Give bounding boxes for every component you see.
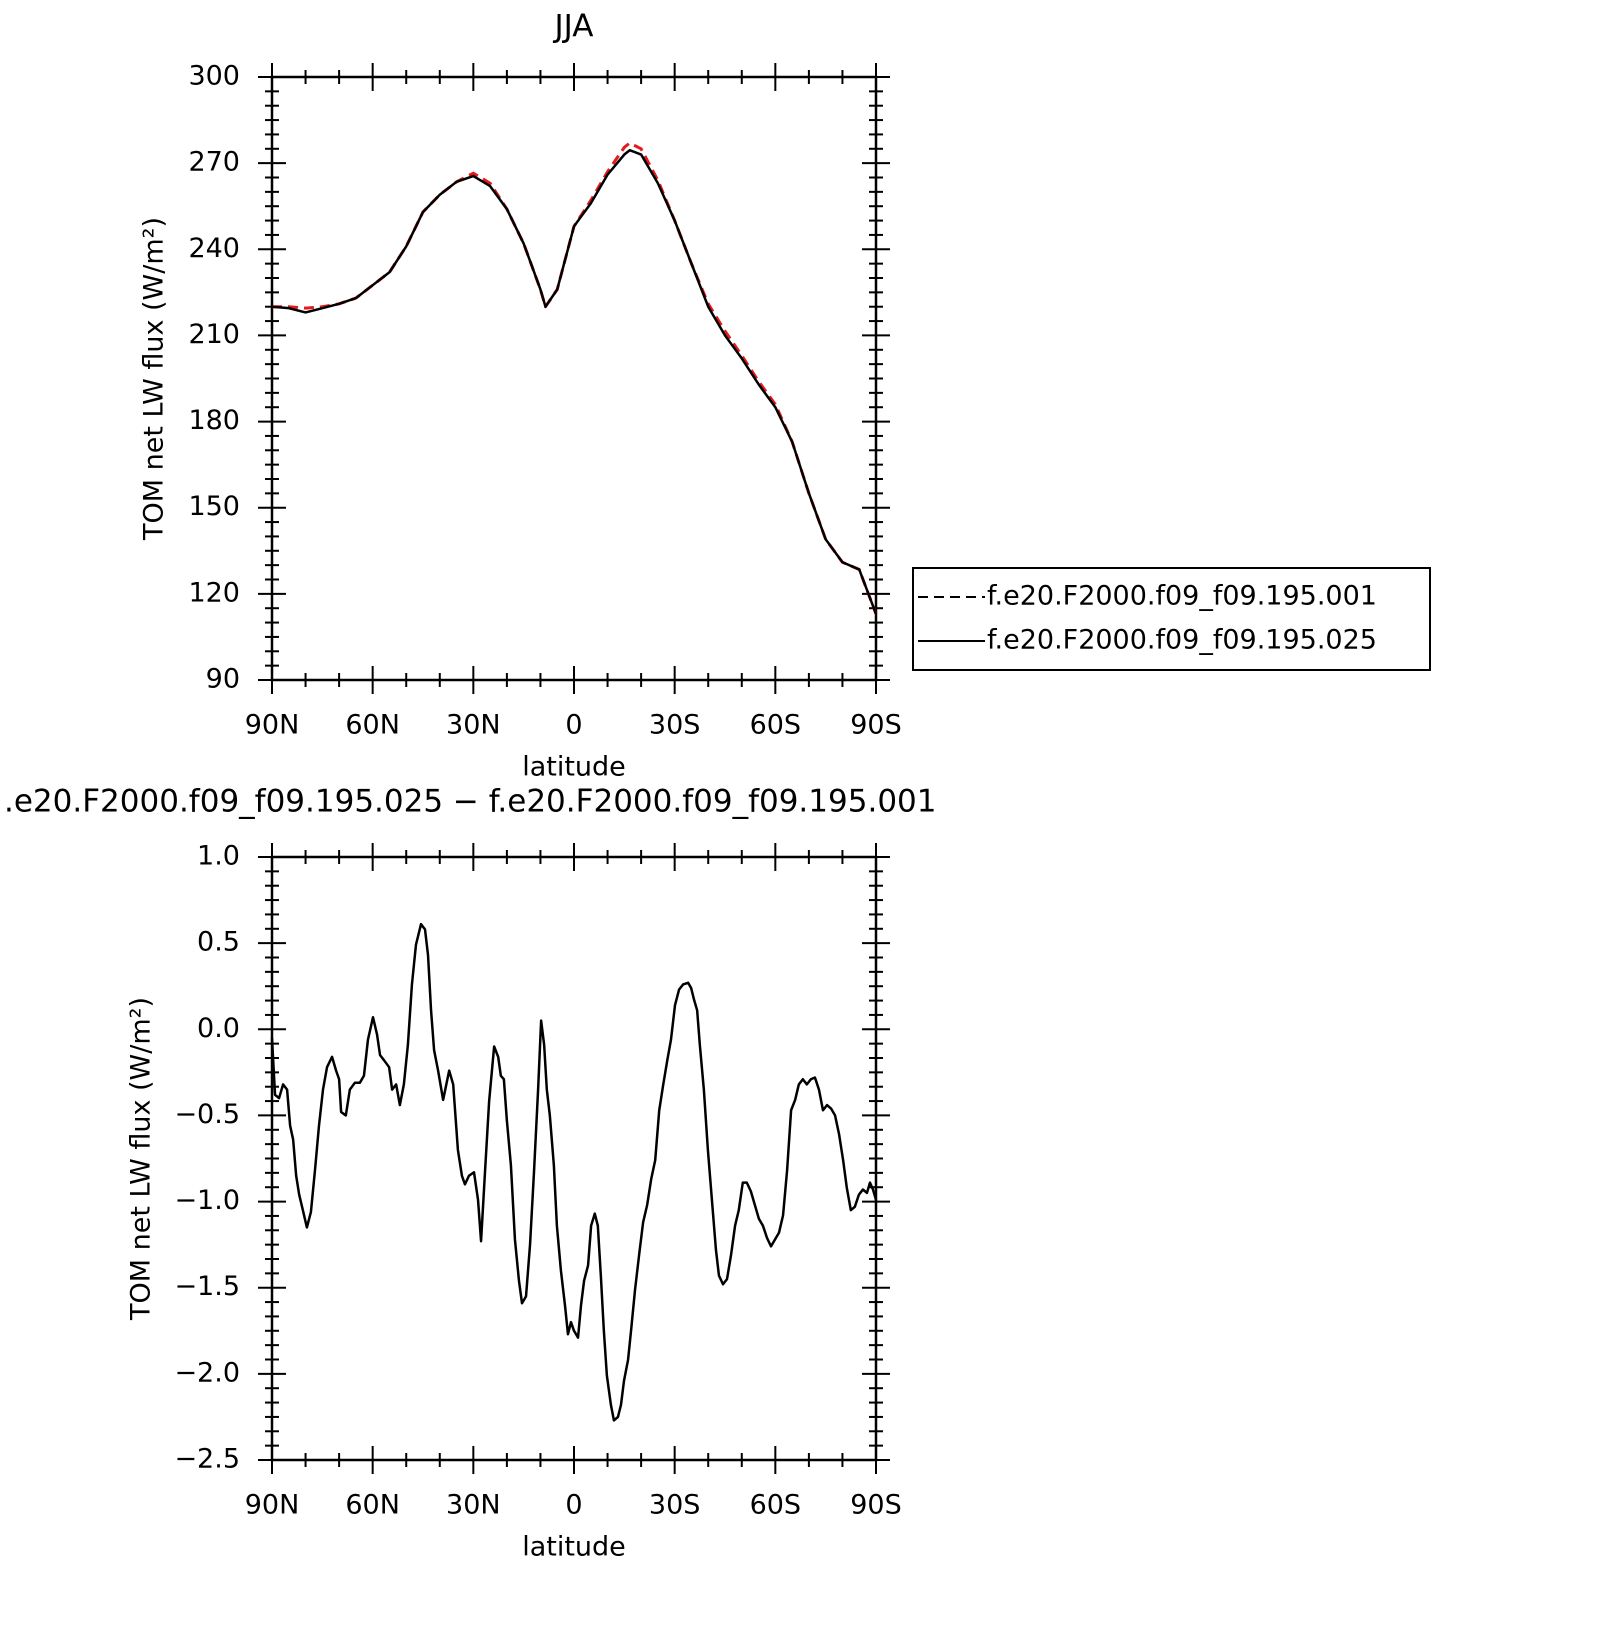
x-axis-label: latitude [522,752,626,783]
legend-label: f.e20.F2000.f09_f09.195.025 [987,625,1377,656]
y-tick-label: 270 [188,147,240,178]
x-tick-label: 60N [345,1490,400,1521]
y-tick-label: −1.5 [174,1271,240,1302]
y-tick-label: 120 [188,577,240,608]
x-tick-label: 60S [750,1490,802,1521]
y-tick-label: 240 [188,233,240,264]
legend-label: f.e20.F2000.f09_f09.195.001 [987,581,1377,612]
legend-box [912,567,1431,671]
x-tick-label: 30S [649,1490,701,1521]
x-tick-label: 90N [245,1490,300,1521]
y-tick-label: 210 [188,319,240,350]
x-tick-label: 30N [446,710,501,741]
x-tick-label: 90S [850,1490,902,1521]
y-tick-label: 90 [206,664,240,695]
y-tick-label: 0.0 [197,1013,240,1044]
y-tick-label: −1.0 [174,1185,240,1216]
plot-frame [270,855,878,1462]
data-line [271,148,878,615]
x-tick-label: 30S [649,710,701,741]
data-line [272,141,878,615]
y-axis-label: TOM net LW flux (W/m²) [139,217,170,541]
chart-title: .e20.F2000.f09_f09.195.025 − f.e20.F2000… [4,784,936,820]
y-tick-label: 1.0 [197,841,240,872]
x-axis-label: latitude [522,1532,626,1563]
x-tick-label: 90S [850,710,902,741]
y-axis-label: TOM net LW flux (W/m²) [126,997,157,1321]
plot-frame [270,75,878,682]
chart-title: JJA [553,9,594,45]
x-tick-label: 0 [565,710,582,741]
x-tick-label: 60S [750,710,802,741]
x-tick-label: 60N [345,710,400,741]
y-tick-label: 0.5 [197,927,240,958]
x-tick-label: 90N [245,710,300,741]
y-tick-label: −0.5 [174,1099,240,1130]
y-tick-label: 150 [188,491,240,522]
data-line [270,922,878,1422]
y-tick-label: −2.0 [174,1357,240,1388]
y-tick-label: −2.5 [174,1444,240,1475]
y-tick-label: 300 [188,61,240,92]
x-tick-label: 30N [446,1490,501,1521]
y-tick-label: 180 [188,405,240,436]
x-tick-label: 0 [565,1490,582,1521]
